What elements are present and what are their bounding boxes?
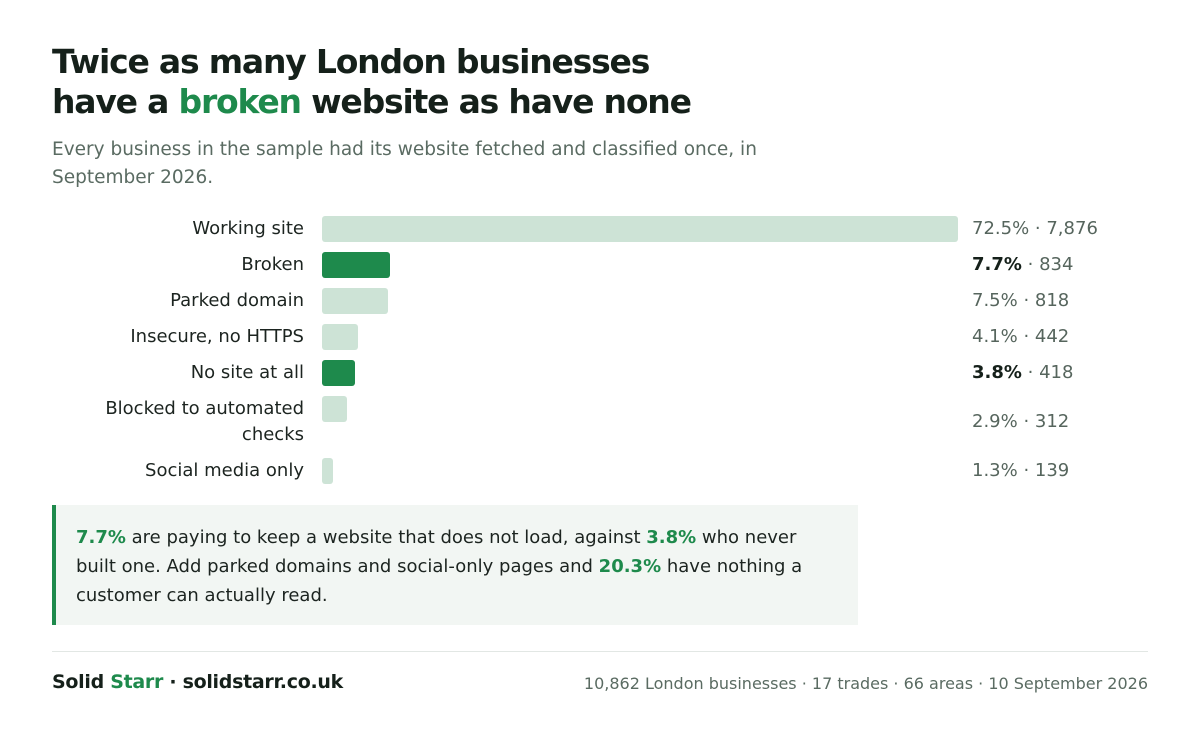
callout-value-unreadable: 20.3% [598,556,662,577]
brand-name-solid: Solid [52,671,111,693]
value-label: 72.5% · 7,876 [972,216,1098,242]
count-label: 312 [1034,411,1070,432]
separator: · [1017,411,1035,432]
category-label: Working site [192,218,304,239]
callout-text-1: are paying to keep a website that does n… [125,527,647,548]
percent-label: 72.5% [972,218,1030,239]
value-label: 1.3% · 139 [972,458,1069,484]
title-line-2-start: have a [52,82,179,121]
count-label: 7,876 [1046,218,1098,239]
bar [322,396,348,422]
value-label: 4.1% · 442 [972,324,1069,350]
separator: · [1017,460,1035,481]
category-label: Social media only [145,460,304,481]
category-label: Parked domain [170,290,304,311]
callout-value-broken: 7.7% [76,527,126,548]
value-label: 7.7% · 834 [972,252,1073,278]
callout-box: 7.7% are paying to keep a website that d… [52,505,858,625]
title-accent-word: broken [178,82,303,121]
value-label: 7.5% · 818 [972,288,1069,314]
count-label: 418 [1039,362,1074,383]
separator: · [1021,362,1040,383]
bar-row: Working site 72.5% · 7,876 [0,216,1200,242]
chart-title: Twice as many London businesses have a b… [52,42,812,122]
value-label: 3.8% · 418 [972,360,1073,386]
category-label: Broken [241,254,304,275]
title-line-1: Twice as many London businesses [52,42,650,81]
bar [322,216,958,242]
percent-label: 4.1% [972,326,1018,347]
category-label: Blocked to automated checks [105,398,304,445]
percent-label: 3.8% [972,362,1022,383]
brand-footer: Solid Starr · solidstarr.co.uk [52,671,343,693]
callout-value-no-site: 3.8% [646,527,697,548]
percent-label: 7.5% [972,290,1018,311]
count-label: 442 [1034,326,1070,347]
count-label: 818 [1034,290,1070,311]
separator: · [1017,326,1035,347]
bar [322,288,388,314]
footer-divider [52,651,1148,652]
callout-text-2: who never built one. Add parked domains … [76,527,797,577]
bar-row: Parked domain 7.5% · 818 [0,288,1200,314]
percent-label: 1.3% [972,460,1018,481]
category-label: No site at all [190,362,304,383]
brand-url: · solidstarr.co.uk [163,671,343,693]
value-label: 2.9% · 312 [972,409,1069,435]
chart-subtitle: Every business in the sample had its web… [52,139,757,188]
bar-row: No site at all 3.8% · 418 [0,360,1200,386]
count-label: 139 [1034,460,1070,481]
bar [322,324,358,350]
footer-meta: 10,862 London businesses · 17 trades · 6… [583,674,1148,693]
callout-text-3: have nothing a customer can actually rea… [76,556,803,606]
bar [322,458,334,484]
bar-row: Insecure, no HTTPS 4.1% · 442 [0,324,1200,350]
title-line-2-end: website as have none [300,82,692,121]
bar-row: Broken 7.7% · 834 [0,252,1200,278]
category-label: Insecure, no HTTPS [130,326,304,347]
bar-row: Social media only 1.3% · 139 [0,458,1200,484]
separator: · [1017,290,1035,311]
bar-row: Blocked to automated checks 2.9% · 312 [0,396,1200,448]
count-label: 834 [1039,254,1074,275]
separator: · [1021,254,1040,275]
bar [322,252,390,278]
bar-chart: Working site 72.5% · 7,876 Broken 7.7% · 83… [0,210,1200,500]
brand-name-starr: Starr [110,671,164,693]
separator: · [1029,218,1047,239]
percent-label: 2.9% [972,411,1018,432]
bar [322,360,356,386]
percent-label: 7.7% [972,254,1022,275]
